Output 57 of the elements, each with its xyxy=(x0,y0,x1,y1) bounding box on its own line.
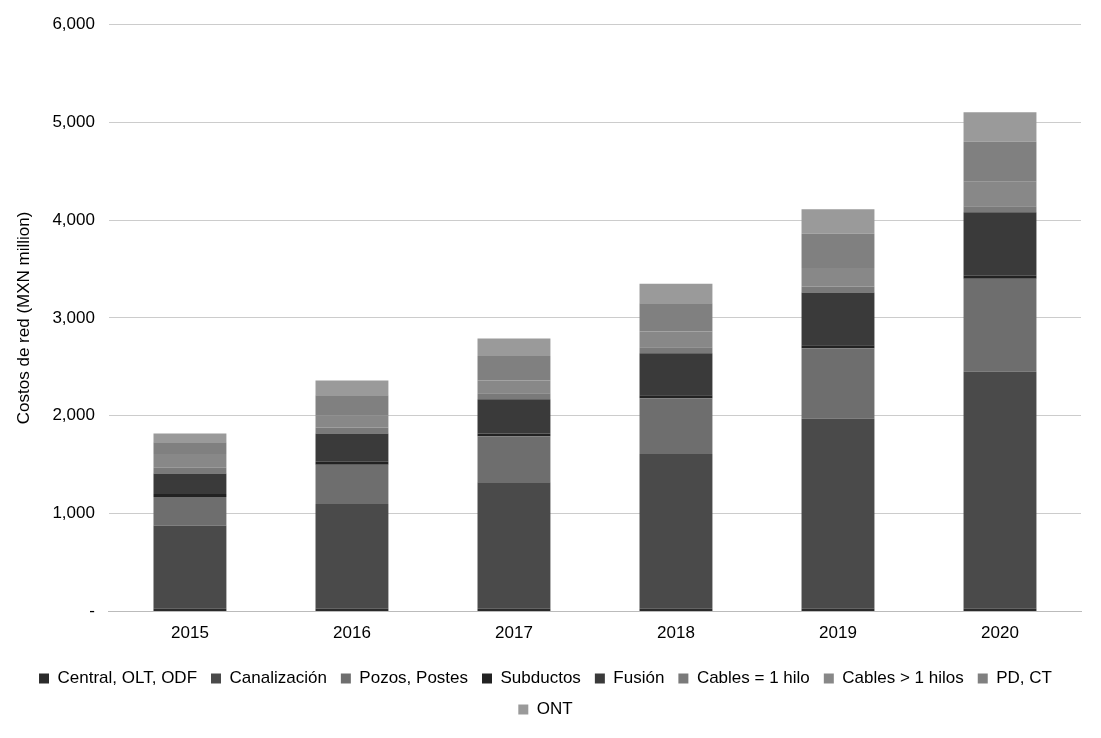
legend-label: PD, CT xyxy=(996,668,1052,688)
bar xyxy=(801,209,875,234)
bar xyxy=(315,461,389,465)
bar xyxy=(801,345,875,349)
bar xyxy=(477,338,551,357)
bar xyxy=(639,395,713,399)
bar xyxy=(639,353,713,396)
bar xyxy=(801,418,875,609)
bar xyxy=(801,348,875,419)
bar xyxy=(477,433,551,437)
y-tick-label: 4,000 xyxy=(52,209,95,229)
legend-label: Cables > 1 hilos xyxy=(842,668,964,688)
bar xyxy=(315,503,389,609)
y-tick-label: 3,000 xyxy=(52,307,95,327)
bar xyxy=(315,380,389,396)
bar xyxy=(963,112,1037,142)
x-tick-label: 2018 xyxy=(657,623,695,643)
x-tick-label: 2017 xyxy=(495,623,533,643)
y-tick-label: - xyxy=(89,601,95,621)
bar xyxy=(639,283,713,304)
bar xyxy=(963,206,1037,213)
y-tick-label: 5,000 xyxy=(52,111,95,131)
bar xyxy=(963,371,1037,609)
legend-label: ONT xyxy=(536,699,573,719)
bar xyxy=(477,393,551,400)
bar xyxy=(477,436,551,483)
bar xyxy=(477,399,551,434)
x-tick-label: 2016 xyxy=(333,623,371,643)
bar xyxy=(315,464,389,504)
y-tick-label: 6,000 xyxy=(52,13,95,33)
y-tick-label: 1,000 xyxy=(52,503,95,523)
x-tick-label: 2020 xyxy=(981,623,1019,643)
bar xyxy=(963,275,1037,279)
legend-label: Central, OLT, ODF xyxy=(57,668,198,688)
bar xyxy=(801,292,875,346)
bar xyxy=(153,525,227,609)
x-tick-label: 2019 xyxy=(819,623,857,643)
bar xyxy=(153,433,227,443)
bar xyxy=(639,453,713,609)
bar xyxy=(963,278,1037,372)
bar xyxy=(153,473,227,495)
legend-label: Pozos, Postes xyxy=(359,668,469,688)
bar xyxy=(153,467,227,474)
y-axis-title: Costos de red (MXN million) xyxy=(13,211,33,425)
legend-label: Fusión xyxy=(613,668,665,688)
bar xyxy=(639,347,713,354)
bar xyxy=(963,212,1037,276)
legend-label: Canalización xyxy=(229,668,327,688)
bar xyxy=(639,398,713,454)
x-tick-label: 2015 xyxy=(171,623,209,643)
bar xyxy=(477,482,551,609)
legend-label: Cables = 1 hilo xyxy=(696,668,810,688)
legend-label: Subductos xyxy=(500,668,581,688)
bar xyxy=(153,494,227,498)
y-tick-label: 2,000 xyxy=(52,405,95,425)
bar xyxy=(315,433,389,462)
bar xyxy=(153,497,227,526)
